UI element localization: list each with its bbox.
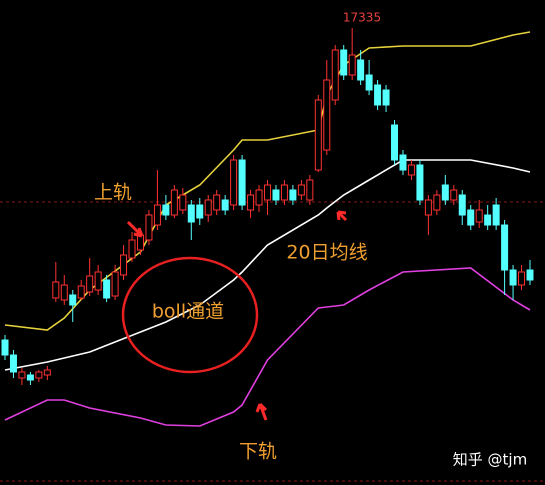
candle-body (52, 281, 60, 299)
candle-body (43, 369, 51, 376)
candle-body (306, 179, 314, 201)
candle-body (9, 354, 17, 373)
candle-body (518, 271, 526, 286)
candle-body (467, 209, 475, 226)
candle-body (196, 204, 204, 219)
candle-body (391, 124, 399, 161)
candle-body (136, 234, 144, 251)
candle-body (255, 189, 263, 206)
band-line (4, 31, 531, 331)
candle-body (18, 371, 26, 379)
annotation: boll通道 (152, 301, 224, 323)
candle-body (458, 194, 466, 216)
candle-body (213, 194, 221, 211)
candle-body (238, 159, 246, 206)
arrow (336, 210, 348, 222)
candle-body (86, 275, 94, 293)
highlight-circle (121, 256, 259, 374)
peak-label: 17335 (343, 11, 381, 25)
candle-body (509, 269, 517, 286)
candle-body (69, 294, 77, 306)
candle-body (111, 271, 119, 297)
candle-body (314, 99, 322, 171)
candle-body (441, 184, 449, 201)
candle-body (145, 214, 153, 241)
arrow (255, 402, 268, 421)
candle-body (289, 189, 297, 201)
plot (1, 28, 534, 427)
candle-body (162, 204, 170, 216)
candle-body (297, 184, 305, 196)
candle-body (484, 214, 492, 226)
candle-body (501, 224, 509, 271)
candle-body (272, 189, 280, 201)
candle-body (374, 84, 382, 106)
candle-body (323, 79, 331, 151)
candle-body (450, 189, 458, 201)
band-line (4, 267, 531, 427)
candle-body (280, 184, 288, 201)
candle-body (264, 184, 271, 201)
arrow (126, 220, 144, 238)
candle-body (179, 194, 187, 211)
candle-body (365, 74, 373, 91)
candle-body (153, 204, 161, 226)
candle-body (424, 199, 432, 216)
candle-body (407, 164, 415, 176)
candle-body (1, 339, 9, 356)
candle-body (247, 194, 255, 211)
candle-body (526, 269, 534, 281)
candle-body (433, 194, 441, 211)
candle-body (103, 279, 111, 299)
candle-body (382, 89, 390, 106)
candle-body (204, 199, 212, 216)
candle-body (475, 209, 483, 223)
candle-body (230, 159, 238, 206)
candle-body (35, 371, 43, 379)
candle-body (170, 189, 178, 216)
annotation: 下轨 (239, 441, 277, 463)
annotation: 20日均线 (286, 242, 367, 264)
candle-body (399, 154, 407, 171)
candle-body (94, 271, 102, 291)
candle-body (221, 199, 229, 211)
candle-body (60, 284, 68, 301)
candle-body (26, 374, 34, 381)
candle-body (357, 59, 365, 81)
candle-body (128, 239, 136, 259)
band-line (4, 159, 531, 371)
candle-body (120, 254, 128, 276)
watermark: 知乎 @tjm (453, 451, 527, 469)
candle-body (416, 164, 424, 201)
candle-body (348, 54, 356, 76)
candle-body (187, 204, 195, 223)
candle-body (492, 204, 500, 226)
annotation: 上轨 (94, 182, 132, 204)
candle-body (331, 49, 339, 101)
candle-body (77, 285, 85, 299)
candle-body (340, 49, 348, 76)
